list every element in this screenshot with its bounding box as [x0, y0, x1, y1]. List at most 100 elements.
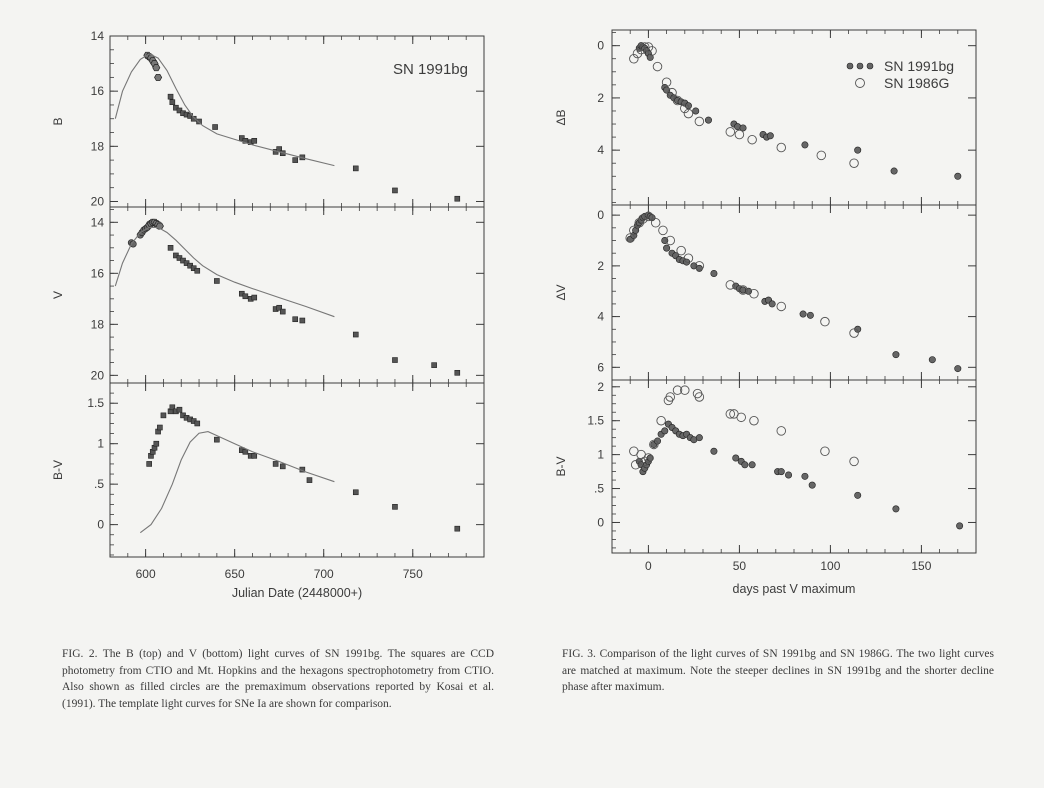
fig3-bv-open-point: [725, 409, 736, 419]
fig2-b-square-point: [167, 93, 174, 100]
fig2-b-ytick-label: 14: [91, 29, 105, 43]
fig3-delta-b-open-point: [672, 95, 683, 106]
fig2-bv-ytick-label: 0: [97, 518, 104, 532]
fig3-delta-b-open-point: [661, 77, 672, 87]
fig2-b-square-point: [392, 187, 398, 194]
fig2-v-template-curve: [114, 226, 335, 318]
fig2-figure: [109, 35, 485, 558]
fig2-bv-ytick-label: 1: [97, 437, 104, 451]
fig2-v-square-point: [242, 293, 249, 300]
fig3-xtick-label: 150: [911, 559, 931, 573]
fig3-xlabel: days past V maximum: [733, 582, 856, 596]
fig2-bv-square-point: [279, 463, 286, 470]
fig2-bv-square-point: [272, 461, 279, 467]
fig3-delta-v-filled-point: [695, 264, 703, 272]
fig2-v-ylabel: V: [51, 291, 65, 299]
fig2-b-square-point: [196, 118, 202, 125]
fig3-delta-v-open-point: [650, 218, 661, 228]
fig3-delta-v-filled-point: [854, 325, 862, 333]
fig3-delta-b-filled-point: [692, 107, 700, 115]
fig2-v-ytick-label: 16: [91, 266, 105, 280]
fig3-bv-open-point: [649, 439, 659, 450]
fig2-object-label: SN 1991bg: [393, 61, 468, 78]
fig3-bv-ytick-label: 0: [597, 515, 604, 529]
fig2-b-hexagon-point: [152, 64, 161, 72]
fig2-bv-square-point: [454, 525, 461, 532]
fig3-delta-b-open-point: [694, 116, 705, 127]
fig3-bv-open-point: [630, 460, 641, 470]
fig3-delta-b-open-point: [652, 61, 663, 72]
fig3-delta-b-panel-frame: [611, 29, 977, 206]
fig3-delta-v-open-point: [658, 225, 668, 236]
fig3-delta-v-filled-point: [768, 300, 776, 308]
fig3-legend-marker: [856, 62, 864, 70]
fig2-bv-template-curve: [139, 431, 335, 534]
fig3-bv-open-point: [749, 415, 759, 426]
fig3-bv-filled-point: [695, 434, 703, 442]
fig3-delta-v-open-point: [849, 328, 859, 338]
fig2-v-square-point: [299, 317, 306, 324]
fig3-delta-v-filled-point: [710, 269, 718, 277]
fig3-xtick-label: 50: [733, 559, 747, 573]
fig3-delta-v-ytick-label: 0: [597, 208, 604, 222]
fig3-delta-v-open-point: [694, 261, 705, 271]
fig3-figure: [611, 29, 977, 554]
fig2-bv-square-point: [176, 406, 183, 413]
fig3-delta-b-ylabel: ΔB: [554, 109, 568, 125]
fig3-bv-filled-point: [741, 461, 749, 469]
fig3-legend-marker: [846, 62, 854, 70]
fig3-bv-filled-point: [710, 447, 718, 455]
fig2-v-square-point: [194, 267, 201, 274]
fig2-v-ytick-label: 18: [91, 317, 105, 331]
fig2-v-ytick-label: 20: [91, 368, 105, 382]
fig3-delta-v-open-point: [638, 214, 648, 224]
fig3-delta-v-open-point: [643, 211, 654, 222]
fig3-delta-b-open-point: [629, 53, 639, 64]
fig2-v-square-point: [352, 331, 359, 338]
fig3-delta-b-open-point: [747, 134, 757, 145]
fig3-delta-v-ylabel: ΔV: [554, 284, 568, 300]
fig3-delta-b-filled-point: [954, 172, 962, 180]
fig2-xtick-label: 650: [225, 567, 245, 581]
fig3-delta-v-open-point: [776, 301, 787, 312]
fig3-bv-open-point: [656, 415, 666, 426]
fig3-bv-open-point: [820, 446, 830, 456]
fig2-b-square-point: [292, 157, 299, 163]
fig2-bv-square-point: [157, 424, 163, 431]
fig3-delta-b-open-point: [683, 108, 694, 119]
fig2-bv-square-point: [352, 489, 359, 496]
fig2-bv-square-point: [214, 436, 220, 443]
fig3-caption: FIG. 3. Comparison of the light curves o…: [562, 648, 994, 693]
fig3-bv-filled-point: [661, 427, 669, 435]
fig3-bv-open-point: [663, 395, 674, 406]
fig3-delta-b-filled-point: [739, 124, 747, 132]
fig3-bv-ytick-label: .5: [594, 482, 604, 496]
fig3-delta-b-filled-point: [704, 116, 712, 124]
fig3-delta-v-panel-frame: [611, 204, 977, 381]
fig2-v-square-point: [279, 308, 286, 315]
fig3-bv-open-point: [640, 456, 650, 467]
fig3-delta-b-open-point: [640, 42, 650, 52]
fig3-delta-v-open-point: [738, 285, 748, 295]
fig3-bv-ytick-label: 1.5: [587, 414, 604, 428]
fig3-bv-open-point: [692, 388, 703, 399]
fig3-delta-b-open-point: [849, 158, 859, 168]
fig3-legend-marker: [866, 62, 874, 70]
fig3-bv-open-point: [665, 392, 675, 402]
fig3-bv-panel-frame: [611, 379, 977, 554]
fig2-v-square-point: [292, 316, 299, 323]
fig2-bv-square-point: [160, 412, 167, 419]
fig3-delta-b-filled-point: [646, 53, 654, 61]
fig3-bv-filled-point: [653, 437, 661, 445]
fig2-v-ytick-label: 14: [91, 215, 105, 229]
fig2-bv-square-point: [146, 461, 152, 467]
fig2-xtick-label: 700: [314, 567, 334, 581]
fig3-delta-v-filled-point: [892, 351, 900, 359]
fig3-delta-b-open-point: [725, 127, 736, 137]
fig3-delta-b-open-point: [680, 103, 690, 114]
fig2-v-filled-point: [129, 240, 137, 248]
fig2-bv-ytick-label: 1.5: [87, 396, 104, 410]
fig3-delta-v-open-point: [820, 316, 830, 327]
fig3-delta-v-filled-point: [799, 310, 807, 318]
